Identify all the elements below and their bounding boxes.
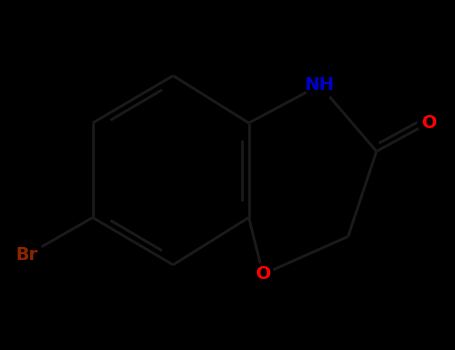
Text: O: O [255, 265, 271, 283]
Text: Br: Br [15, 246, 38, 264]
Circle shape [305, 71, 334, 100]
Text: NH: NH [305, 76, 335, 94]
Text: O: O [421, 114, 436, 132]
Circle shape [418, 112, 439, 134]
Circle shape [10, 239, 43, 272]
Circle shape [253, 264, 273, 285]
